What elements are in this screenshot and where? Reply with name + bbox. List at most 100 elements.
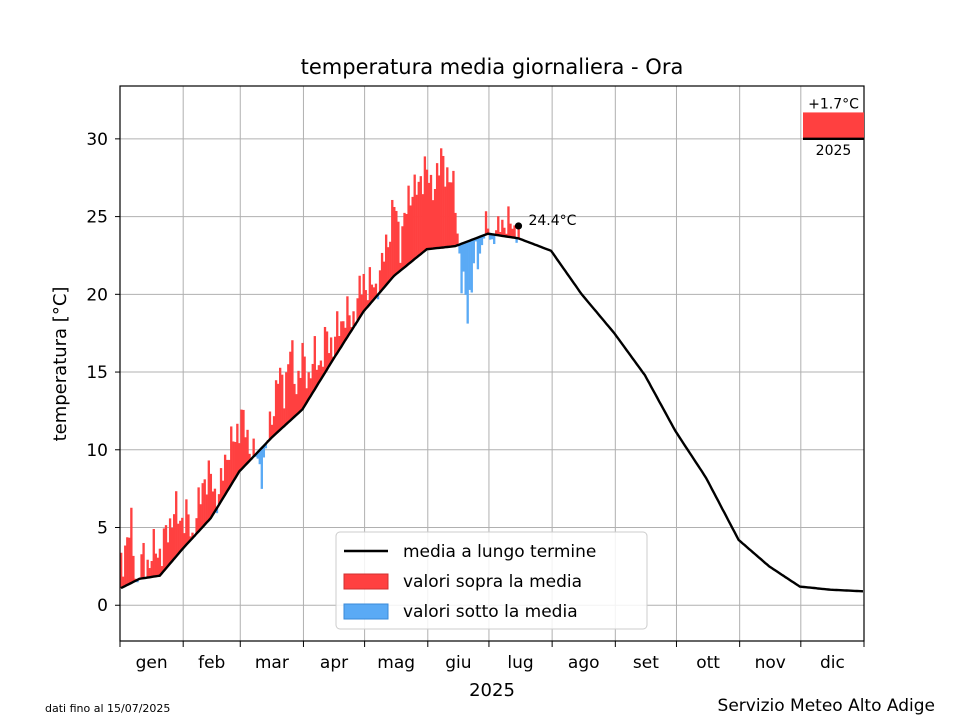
bar-above-mean bbox=[356, 298, 359, 322]
month-label-mag: mag bbox=[377, 653, 415, 673]
bar-above-mean bbox=[433, 188, 437, 249]
bar-above-mean bbox=[399, 262, 402, 271]
bar-above-mean bbox=[299, 377, 302, 412]
bar-above-mean bbox=[366, 300, 369, 307]
bar-above-mean bbox=[168, 518, 172, 564]
bar-above-mean bbox=[384, 234, 388, 286]
bar-above-mean bbox=[517, 225, 520, 239]
bar-above-mean bbox=[177, 523, 180, 555]
year-anomaly-label: +1.7°C bbox=[808, 96, 859, 112]
bar-above-mean bbox=[199, 504, 202, 530]
bar-above-mean bbox=[319, 360, 323, 380]
bar-above-mean bbox=[175, 491, 178, 557]
legend-swatch-below bbox=[343, 603, 389, 620]
bar-above-mean bbox=[448, 182, 451, 247]
bar-below-mean bbox=[468, 240, 471, 290]
bar-above-mean bbox=[486, 228, 490, 234]
longterm-mean-line bbox=[120, 232, 864, 593]
bar-above-mean bbox=[505, 233, 508, 237]
bar-above-mean bbox=[327, 353, 331, 367]
bar-above-mean bbox=[501, 219, 504, 236]
bar-above-mean bbox=[130, 507, 133, 583]
bar-above-mean bbox=[429, 174, 433, 249]
bar-above-mean bbox=[232, 441, 235, 482]
bar-above-mean bbox=[172, 514, 176, 559]
bar-below-mean bbox=[256, 452, 259, 459]
bar-above-mean bbox=[427, 182, 431, 250]
bar-above-mean bbox=[360, 294, 363, 315]
bar-above-mean bbox=[431, 200, 435, 249]
bar-above-mean bbox=[307, 372, 310, 400]
bar-above-mean bbox=[321, 366, 325, 377]
y-tick-label: 0 bbox=[97, 596, 108, 616]
month-label-mar: mar bbox=[255, 653, 289, 673]
bar-below-mean bbox=[482, 235, 486, 239]
bar-below-mean bbox=[464, 242, 467, 295]
bar-above-mean bbox=[309, 378, 312, 397]
bar-above-mean bbox=[372, 287, 376, 300]
bar-above-mean bbox=[352, 311, 355, 328]
bar-below-mean bbox=[480, 236, 484, 246]
bar-above-mean bbox=[120, 552, 123, 589]
month-label-apr: apr bbox=[320, 653, 348, 673]
y-tick-label: 15 bbox=[86, 363, 108, 383]
bar-above-mean bbox=[287, 364, 290, 423]
bar-above-mean bbox=[442, 155, 445, 248]
legend-label: media a lungo termine bbox=[403, 542, 596, 562]
bar-above-mean bbox=[423, 156, 427, 251]
bar-above-mean bbox=[221, 480, 225, 499]
bar-above-mean bbox=[397, 221, 400, 273]
bar-below-mean bbox=[264, 443, 268, 449]
plot-frame bbox=[119, 85, 865, 642]
bar-above-mean bbox=[507, 206, 510, 237]
bar-above-mean bbox=[378, 270, 382, 293]
bar-above-mean bbox=[391, 199, 394, 279]
bar-above-mean bbox=[170, 527, 174, 562]
bar-above-mean bbox=[158, 548, 162, 576]
bar-above-mean bbox=[248, 453, 251, 461]
month-label-ago: ago bbox=[568, 653, 600, 673]
bar-above-mean bbox=[203, 479, 206, 525]
bar-above-mean bbox=[409, 205, 412, 263]
bar-above-mean bbox=[234, 441, 237, 479]
bar-above-mean bbox=[146, 559, 149, 578]
bar-above-mean bbox=[334, 336, 337, 357]
bar-above-mean bbox=[211, 491, 215, 515]
bar-above-mean bbox=[419, 176, 422, 255]
bar-above-mean bbox=[150, 561, 153, 577]
bar-above-mean bbox=[346, 296, 349, 338]
bar-above-mean bbox=[435, 163, 439, 249]
bar-above-mean bbox=[205, 494, 208, 523]
bar-above-mean bbox=[315, 369, 319, 387]
bar-above-mean bbox=[444, 186, 447, 248]
bar-above-mean bbox=[511, 228, 514, 238]
month-label-gen: gen bbox=[136, 653, 168, 673]
bar-above-mean bbox=[403, 212, 406, 268]
bar-below-mean bbox=[472, 239, 475, 264]
bar-above-mean bbox=[370, 284, 374, 302]
bar-above-mean bbox=[313, 336, 316, 390]
bar-above-mean bbox=[154, 553, 157, 577]
bar-above-mean bbox=[272, 416, 276, 436]
bar-above-mean bbox=[179, 520, 182, 552]
bar-above-mean bbox=[417, 181, 420, 256]
bar-above-mean bbox=[368, 267, 372, 305]
bar-above-mean bbox=[189, 536, 192, 541]
bar-below-mean bbox=[515, 238, 518, 243]
bar-above-mean bbox=[509, 223, 512, 238]
bar-above-mean bbox=[140, 554, 143, 579]
bar-above-mean bbox=[223, 454, 227, 495]
bar-above-mean bbox=[389, 241, 392, 281]
bar-above-mean bbox=[291, 340, 294, 419]
bar-above-mean bbox=[268, 411, 272, 440]
legend: media a lungo termine valori sopra la med… bbox=[335, 531, 648, 630]
y-tick-label: 25 bbox=[86, 208, 108, 228]
bar-above-mean bbox=[183, 533, 186, 548]
bar-above-mean bbox=[195, 518, 198, 534]
bar-above-mean bbox=[185, 499, 188, 545]
bar-above-mean bbox=[446, 167, 449, 248]
bar-above-mean bbox=[495, 230, 498, 235]
bar-above-mean bbox=[497, 216, 500, 236]
bar-above-mean bbox=[217, 494, 221, 505]
bar-above-mean bbox=[132, 555, 135, 582]
